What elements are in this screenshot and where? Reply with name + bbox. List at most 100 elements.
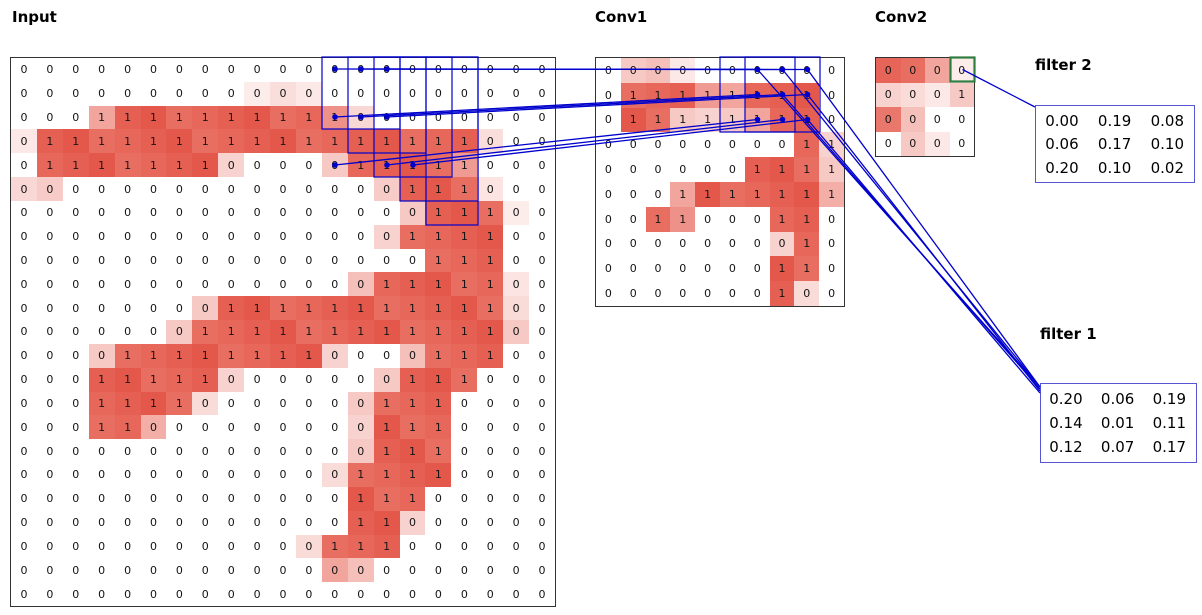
grid-cell: 0 — [11, 391, 37, 416]
grid-cell: 0 — [477, 58, 504, 82]
grid-cell: 1 — [140, 391, 167, 416]
grid-cell: 0 — [88, 582, 115, 606]
grid-cell: 0 — [949, 107, 974, 132]
grid-cell: 0 — [744, 132, 770, 158]
grid-cell: 1 — [769, 281, 795, 306]
grid-cell: 0 — [192, 272, 219, 297]
grid-cell: 0 — [373, 58, 400, 82]
grid-cell: 0 — [719, 256, 745, 282]
grid-cell: 0 — [529, 367, 555, 392]
grid-cell: 1 — [166, 153, 193, 178]
grid-cell: 0 — [166, 272, 193, 297]
filter-value: 0.07 — [1100, 438, 1135, 456]
filter1-title: filter 1 — [1040, 325, 1097, 343]
grid-cell: 0 — [477, 558, 504, 583]
grid-cell: 0 — [819, 206, 844, 232]
grid-cell: 0 — [373, 200, 400, 225]
grid-cell: 0 — [347, 439, 374, 464]
grid-cell: 0 — [451, 81, 478, 106]
grid-cell: 0 — [218, 415, 245, 440]
grid-cell: 0 — [88, 81, 115, 106]
grid-cell: 0 — [819, 281, 844, 306]
grid-cell: 0 — [399, 558, 426, 583]
grid-cell: 0 — [695, 256, 720, 282]
grid-cell: 0 — [244, 200, 271, 225]
grid-cell: 0 — [36, 296, 63, 321]
grid-cell: 0 — [270, 272, 296, 297]
grid-cell: 0 — [114, 510, 141, 535]
grid-cell: 1 — [373, 296, 400, 321]
grid-cell: 0 — [596, 132, 621, 158]
grid-cell: 0 — [399, 200, 426, 225]
grid-cell: 0 — [218, 558, 245, 583]
grid-cell: 0 — [114, 320, 141, 344]
grid-cell: 0 — [218, 248, 245, 273]
grid-cell: 0 — [295, 582, 322, 606]
grid-cell: 0 — [503, 582, 530, 606]
grid-cell: 1 — [477, 343, 504, 368]
grid-cell: 0 — [218, 58, 245, 82]
grid-cell: 0 — [218, 367, 245, 392]
grid-cell: 0 — [949, 58, 974, 83]
grid-cell: 0 — [529, 200, 555, 225]
grid-cell: 0 — [347, 81, 374, 106]
grid-cell: 0 — [503, 486, 530, 511]
grid-cell: 0 — [529, 415, 555, 440]
grid-cell: 0 — [218, 272, 245, 297]
grid-cell: 1 — [451, 248, 478, 273]
grid-cell: 0 — [347, 200, 374, 225]
grid-cell: 0 — [670, 281, 696, 306]
grid-cell: 1 — [794, 157, 820, 182]
grid-cell: 1 — [62, 153, 89, 178]
grid-cell: 0 — [819, 231, 844, 257]
grid-cell: 1 — [451, 224, 478, 249]
grid-cell: 1 — [114, 391, 141, 416]
grid-cell: 0 — [295, 391, 322, 416]
filter2-title: filter 2 — [1035, 56, 1092, 74]
grid-cell: 0 — [503, 463, 530, 487]
grid-cell: 0 — [88, 463, 115, 487]
grid-cell: 0 — [529, 272, 555, 297]
grid-cell: 0 — [166, 439, 193, 464]
grid-cell: 1 — [373, 272, 400, 297]
grid-cell: 0 — [347, 558, 374, 583]
grid-cell: 0 — [794, 281, 820, 306]
grid-cell: 1 — [769, 82, 795, 108]
grid-cell: 1 — [140, 367, 167, 392]
grid-cell: 0 — [62, 510, 89, 535]
grid-cell: 0 — [11, 463, 37, 487]
grid-cell: 0 — [645, 281, 671, 306]
grid-cell: 1 — [88, 153, 115, 178]
grid-cell: 1 — [949, 82, 974, 107]
grid-cell: 0 — [114, 534, 141, 559]
grid-cell: 1 — [347, 320, 374, 344]
grid-cell: 0 — [695, 206, 720, 232]
grid-cell: 0 — [670, 256, 696, 282]
grid-cell: 1 — [477, 296, 504, 321]
grid-cell: 0 — [36, 177, 63, 201]
grid-cell: 0 — [399, 534, 426, 559]
grid-cell: 0 — [62, 486, 89, 511]
grid-cell: 0 — [819, 82, 844, 108]
grid-cell: 0 — [88, 343, 115, 368]
grid-cell: 0 — [218, 153, 245, 178]
grid-cell: 0 — [62, 200, 89, 225]
grid-cell: 0 — [140, 510, 167, 535]
grid-cell: 0 — [270, 248, 296, 273]
grid-cell: 1 — [670, 206, 696, 232]
grid-cell: 0 — [373, 248, 400, 273]
grid-cell: 0 — [819, 58, 844, 83]
grid-cell: 0 — [876, 58, 901, 83]
grid-cell: 0 — [140, 224, 167, 249]
grid-cell: 0 — [36, 81, 63, 106]
grid-cell: 0 — [244, 391, 271, 416]
grid-cell: 1 — [819, 157, 844, 182]
grid-cell: 0 — [321, 81, 348, 106]
conv2-title: Conv2 — [875, 8, 928, 26]
grid-cell: 0 — [620, 157, 646, 182]
grid-cell: 0 — [477, 129, 504, 154]
grid-cell: 0 — [36, 343, 63, 368]
grid-cell: 1 — [295, 320, 322, 344]
grid-cell: 1 — [347, 463, 374, 487]
